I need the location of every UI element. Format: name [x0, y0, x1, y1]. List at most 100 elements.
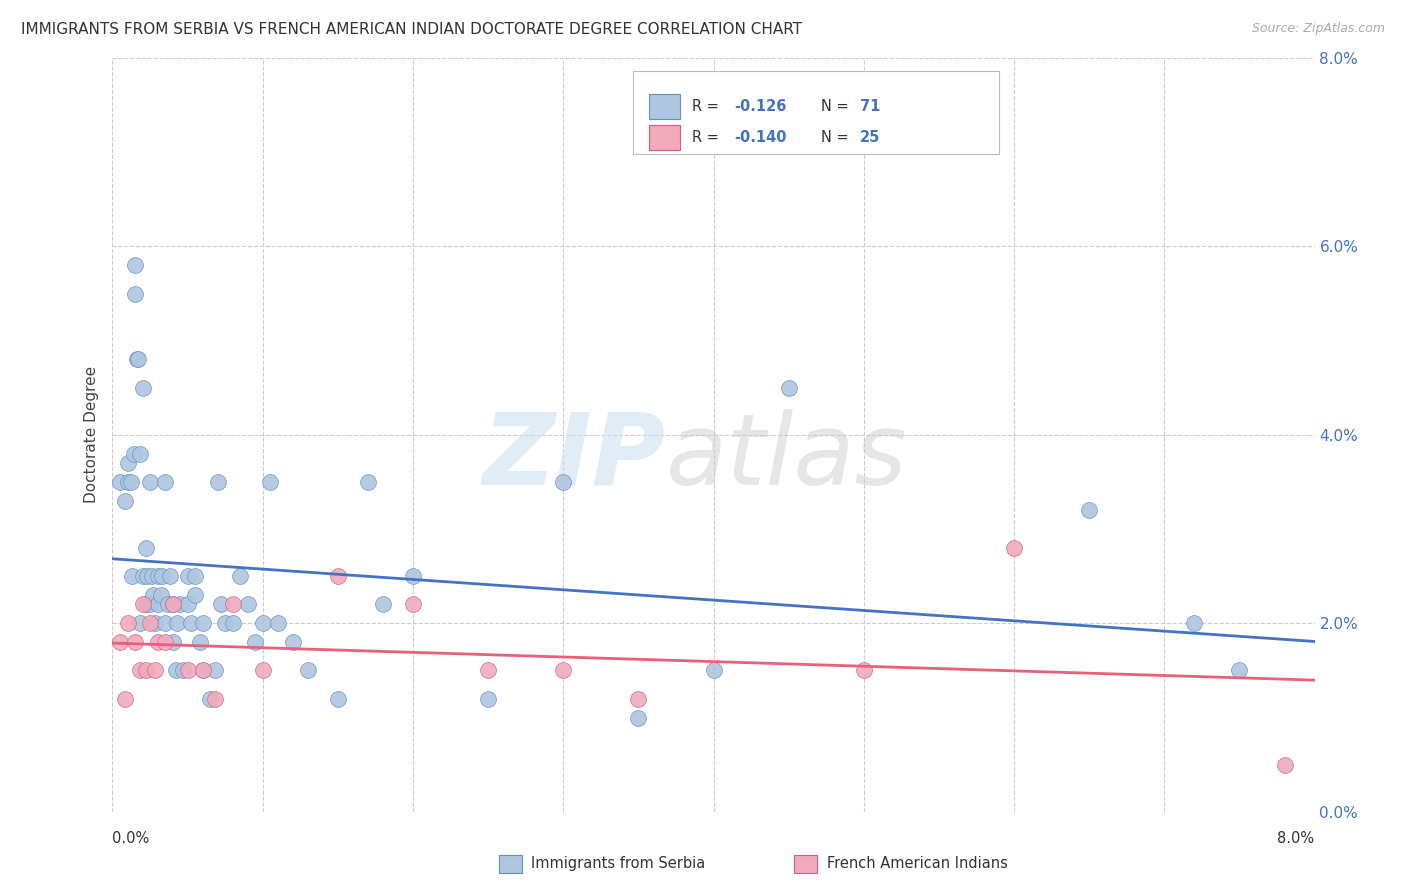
Point — [553, 664, 575, 678]
Point — [146, 598, 169, 612]
Point — [128, 616, 150, 631]
Text: N =: N = — [821, 130, 853, 145]
Point — [131, 381, 153, 395]
Point — [477, 664, 499, 678]
Point — [222, 598, 245, 612]
Point — [122, 447, 145, 461]
Point — [114, 691, 136, 706]
Point — [191, 664, 214, 678]
Point — [209, 598, 232, 612]
Point — [120, 475, 142, 489]
Point — [184, 588, 207, 602]
Text: atlas: atlas — [665, 409, 907, 506]
Point — [357, 475, 380, 489]
Point — [131, 598, 153, 612]
Point — [191, 616, 214, 631]
Point — [627, 691, 650, 706]
Point — [165, 664, 187, 678]
Point — [1184, 616, 1206, 631]
Point — [402, 598, 425, 612]
Point — [150, 569, 173, 583]
Point — [326, 691, 349, 706]
Point — [172, 664, 194, 678]
Text: IMMIGRANTS FROM SERBIA VS FRENCH AMERICAN INDIAN DOCTORATE DEGREE CORRELATION CH: IMMIGRANTS FROM SERBIA VS FRENCH AMERICA… — [21, 22, 803, 37]
Point — [222, 616, 245, 631]
Point — [553, 475, 575, 489]
Point — [108, 475, 131, 489]
Point — [117, 456, 139, 470]
Point — [236, 598, 259, 612]
Point — [139, 598, 162, 612]
Point — [778, 381, 800, 395]
Point — [114, 493, 136, 508]
Point — [297, 664, 319, 678]
Point — [1002, 541, 1025, 555]
Point — [117, 616, 139, 631]
Point — [128, 664, 150, 678]
Point — [204, 691, 226, 706]
Point — [153, 475, 176, 489]
Point — [125, 352, 148, 367]
Point — [371, 598, 394, 612]
Point — [184, 569, 207, 583]
Point — [259, 475, 281, 489]
Point — [117, 475, 139, 489]
Point — [128, 447, 150, 461]
Point — [252, 664, 274, 678]
Text: R =: R = — [692, 130, 723, 145]
Text: R =: R = — [692, 99, 723, 114]
Point — [153, 616, 176, 631]
Point — [188, 635, 211, 649]
Point — [281, 635, 304, 649]
Point — [121, 569, 143, 583]
Point — [135, 664, 157, 678]
Text: -0.140: -0.140 — [734, 130, 786, 145]
Text: Source: ZipAtlas.com: Source: ZipAtlas.com — [1251, 22, 1385, 36]
Point — [139, 616, 162, 631]
Text: 0.0%: 0.0% — [112, 830, 149, 846]
Point — [326, 569, 349, 583]
Point — [245, 635, 267, 649]
Text: ZIP: ZIP — [482, 409, 665, 506]
Point — [402, 569, 425, 583]
Point — [204, 664, 226, 678]
Point — [143, 664, 166, 678]
Point — [124, 258, 146, 272]
Point — [1229, 664, 1251, 678]
Point — [852, 664, 875, 678]
Text: 25: 25 — [860, 130, 880, 145]
Point — [169, 598, 191, 612]
Point — [191, 664, 214, 678]
Point — [176, 664, 198, 678]
Point — [146, 569, 169, 583]
Point — [162, 598, 184, 612]
Point — [136, 569, 159, 583]
Point — [1078, 503, 1101, 517]
Point — [124, 286, 146, 301]
Text: 8.0%: 8.0% — [1278, 830, 1315, 846]
Point — [131, 569, 153, 583]
Point — [166, 616, 188, 631]
Point — [159, 569, 181, 583]
Point — [127, 352, 149, 367]
Point — [162, 635, 184, 649]
Point — [162, 598, 184, 612]
Point — [143, 616, 166, 631]
Point — [149, 588, 172, 602]
Point — [214, 616, 236, 631]
Point — [157, 598, 180, 612]
Point — [153, 635, 176, 649]
Text: N =: N = — [821, 99, 853, 114]
Point — [702, 664, 725, 678]
Text: Immigrants from Serbia: Immigrants from Serbia — [531, 856, 706, 871]
Point — [141, 569, 163, 583]
Point — [146, 635, 169, 649]
Point — [627, 710, 650, 724]
Point — [124, 635, 146, 649]
Point — [176, 569, 198, 583]
Point — [135, 541, 157, 555]
Point — [267, 616, 290, 631]
Point — [135, 598, 157, 612]
Text: 71: 71 — [860, 99, 880, 114]
Point — [477, 691, 499, 706]
